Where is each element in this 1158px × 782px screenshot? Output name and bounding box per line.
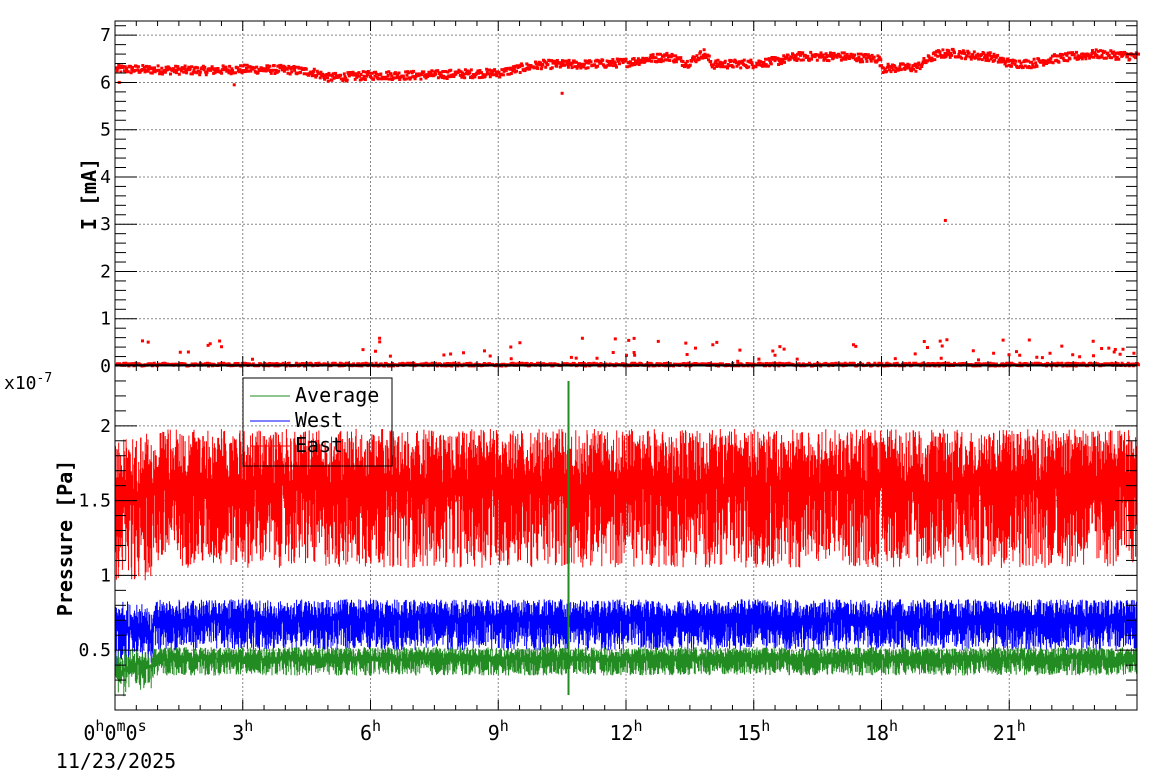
x-tick-label-value: 0	[83, 721, 95, 745]
y-tick-label: 4	[100, 167, 111, 188]
x-tick-label-unit: h	[95, 717, 104, 735]
current-y-axis-label: I [mA]	[77, 158, 101, 230]
current-x-ticks	[114, 21, 1138, 366]
x-tick-label-value: 3	[232, 721, 244, 745]
legend-label-average: Average	[295, 383, 379, 407]
pressure-y-multiplier-base: x10	[4, 373, 37, 394]
pressure-y-axis-label: Pressure [Pa]	[53, 460, 77, 617]
date-label: 11/23/2025	[56, 749, 176, 773]
current-outlier-point	[232, 83, 236, 87]
y-tick-label: 3	[100, 214, 111, 235]
y-tick-label: 7	[100, 25, 111, 46]
current-outlier-point	[560, 91, 564, 95]
x-tick-label-unit: h	[761, 717, 770, 735]
pressure-y-ticks: 0.5 1 1.5 2	[78, 380, 1137, 696]
x-tick-label-value: 18	[865, 721, 889, 745]
current-outlier-point	[943, 218, 947, 222]
current-panel: 0 1 2 3 4 5 6 7 I [mA]	[77, 20, 1140, 377]
legend-label-west: West	[295, 408, 343, 432]
x-tick-label-unit: m	[117, 717, 126, 735]
x-tick-label-unit: h	[244, 717, 253, 735]
current-series	[115, 47, 1140, 368]
y-tick-label: 1	[100, 309, 111, 330]
time-axis-labels: 0h0m0s 3h 6h 9h 12h 15h 18h 21h	[83, 717, 1025, 745]
legend-box	[242, 377, 393, 467]
x-tick-label-unit: h	[634, 717, 643, 735]
x-tick-label-unit: s	[138, 717, 147, 735]
y-tick-label: 1	[100, 565, 111, 586]
current-y-ticks: 0 1 2 3 4 5 6 7	[100, 25, 1137, 377]
x-tick-label: 3h	[232, 717, 253, 745]
pressure-y-multiplier: x10-7	[4, 371, 52, 394]
x-tick-label-value: 12	[609, 721, 633, 745]
current-grid	[115, 21, 1137, 366]
pressure-series-average	[114, 647, 1138, 697]
x-tick-label-unit: h	[889, 717, 898, 735]
x-tick-label: 15h	[737, 717, 770, 745]
x-tick-label: 18h	[865, 717, 898, 745]
y-tick-label: 2	[100, 416, 111, 437]
current-main-band	[115, 47, 1140, 83]
pressure-series	[114, 380, 1138, 697]
x-tick-label-value: 15	[737, 721, 761, 745]
y-tick-label: 6	[100, 72, 111, 93]
y-tick-label: 0	[100, 356, 111, 377]
x-tick-label: 21h	[993, 717, 1026, 745]
x-tick-label: 12h	[609, 717, 642, 745]
x-tick-label-unit: h	[1017, 717, 1026, 735]
x-tick-label-value: 0	[126, 721, 138, 745]
pressure-x-ticks	[114, 366, 1138, 710]
pressure-y-multiplier-exponent: -7	[37, 371, 53, 386]
x-tick-label: 9h	[488, 717, 509, 745]
y-tick-label: 0.5	[78, 640, 111, 661]
x-tick-label: 0h0m0s	[83, 717, 146, 745]
y-tick-label: 5	[100, 120, 111, 141]
x-tick-label-value: 0	[104, 721, 116, 745]
x-tick-label-unit: h	[372, 717, 381, 735]
x-tick-label-value: 9	[488, 721, 500, 745]
current-baseline-band	[115, 336, 1140, 368]
x-tick-label-value: 21	[993, 721, 1017, 745]
x-tick-label-unit: h	[500, 717, 509, 735]
x-tick-label: 6h	[360, 717, 381, 745]
y-tick-label: 2	[100, 261, 111, 282]
x-tick-label-value: 6	[360, 721, 372, 745]
legend-label-east: East	[295, 433, 343, 457]
pressure-panel: 0.5 1 1.5 2 Pressure [Pa] x10-7 AverageWest…	[4, 365, 1138, 711]
y-tick-label: 1.5	[78, 491, 111, 512]
